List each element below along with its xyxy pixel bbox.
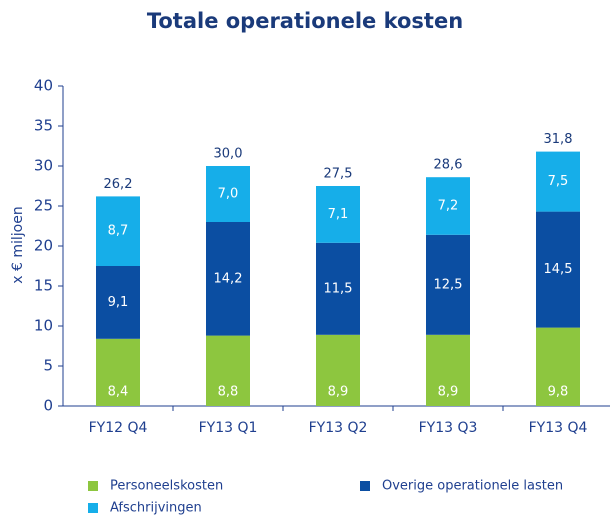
bar-segment [426,334,470,406]
legend-label: Overige operationele lasten [382,479,563,494]
bar-segment [426,234,470,335]
bar-segment [536,151,580,212]
bar-segment [96,266,140,339]
data-label: 8,7 [108,224,129,239]
legend-swatch [88,503,98,513]
data-label: 7,0 [218,187,239,202]
bar-segment [316,334,360,406]
bar-segment [206,166,250,222]
legend-swatch [360,481,370,491]
legend-swatch [88,481,98,491]
y-tick-label: 5 [43,357,53,375]
data-label: 7,5 [548,174,569,189]
bar-segment [206,222,250,336]
bar-segment [316,186,360,243]
total-label: 31,8 [544,132,573,147]
data-label: 12,5 [434,277,463,292]
legend-label: Afschrijvingen [110,501,202,516]
y-tick-label: 30 [34,157,53,175]
bar-segment [96,196,140,266]
x-tick-label: FY13 Q3 [419,420,478,436]
total-label: 28,6 [434,158,463,173]
data-label: 9,8 [548,385,569,400]
bar-segment [96,338,140,406]
legend-label: Personeelskosten [110,479,223,494]
data-label: 14,5 [544,262,573,277]
y-tick-label: 10 [34,317,53,335]
x-tick-label: FY13 Q2 [309,420,368,436]
data-label: 8,9 [328,385,349,400]
bar-segment [206,335,250,406]
data-label: 8,9 [438,385,459,400]
bar-segment [536,211,580,328]
y-tick-label: 15 [34,277,53,295]
data-label: 11,5 [324,281,353,296]
y-axis-label: x € miljoen [10,206,26,283]
data-label: 7,2 [438,199,459,214]
x-tick-label: FY13 Q1 [199,420,258,436]
bar-segment [536,327,580,406]
x-tick-label: FY12 Q4 [89,420,148,436]
total-label: 26,2 [104,177,133,192]
bar-segment [426,177,470,235]
y-tick-label: 25 [34,197,53,215]
y-tick-label: 40 [34,77,53,95]
bar-segment [316,242,360,335]
y-tick-label: 0 [43,397,53,415]
data-label: 14,2 [214,271,243,286]
total-label: 27,5 [324,167,353,182]
data-label: 9,1 [108,295,129,310]
total-label: 30,0 [214,147,243,162]
x-tick-label: FY13 Q4 [529,420,588,436]
data-label: 8,4 [108,385,129,400]
y-tick-label: 20 [34,237,53,255]
data-label: 8,8 [218,385,239,400]
data-label: 7,1 [328,207,349,222]
y-tick-label: 35 [34,117,53,135]
chart-title: Totale operationele kosten [147,9,463,33]
